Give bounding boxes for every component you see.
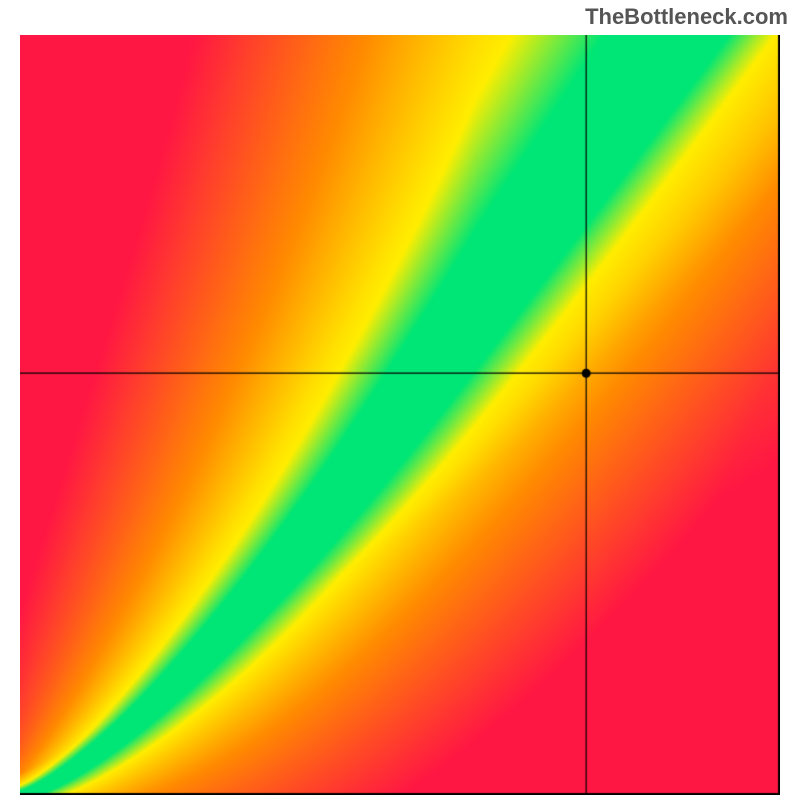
watermark-text: TheBottleneck.com (585, 4, 788, 30)
chart-container: TheBottleneck.com (0, 0, 800, 800)
bottleneck-heatmap (20, 35, 780, 795)
